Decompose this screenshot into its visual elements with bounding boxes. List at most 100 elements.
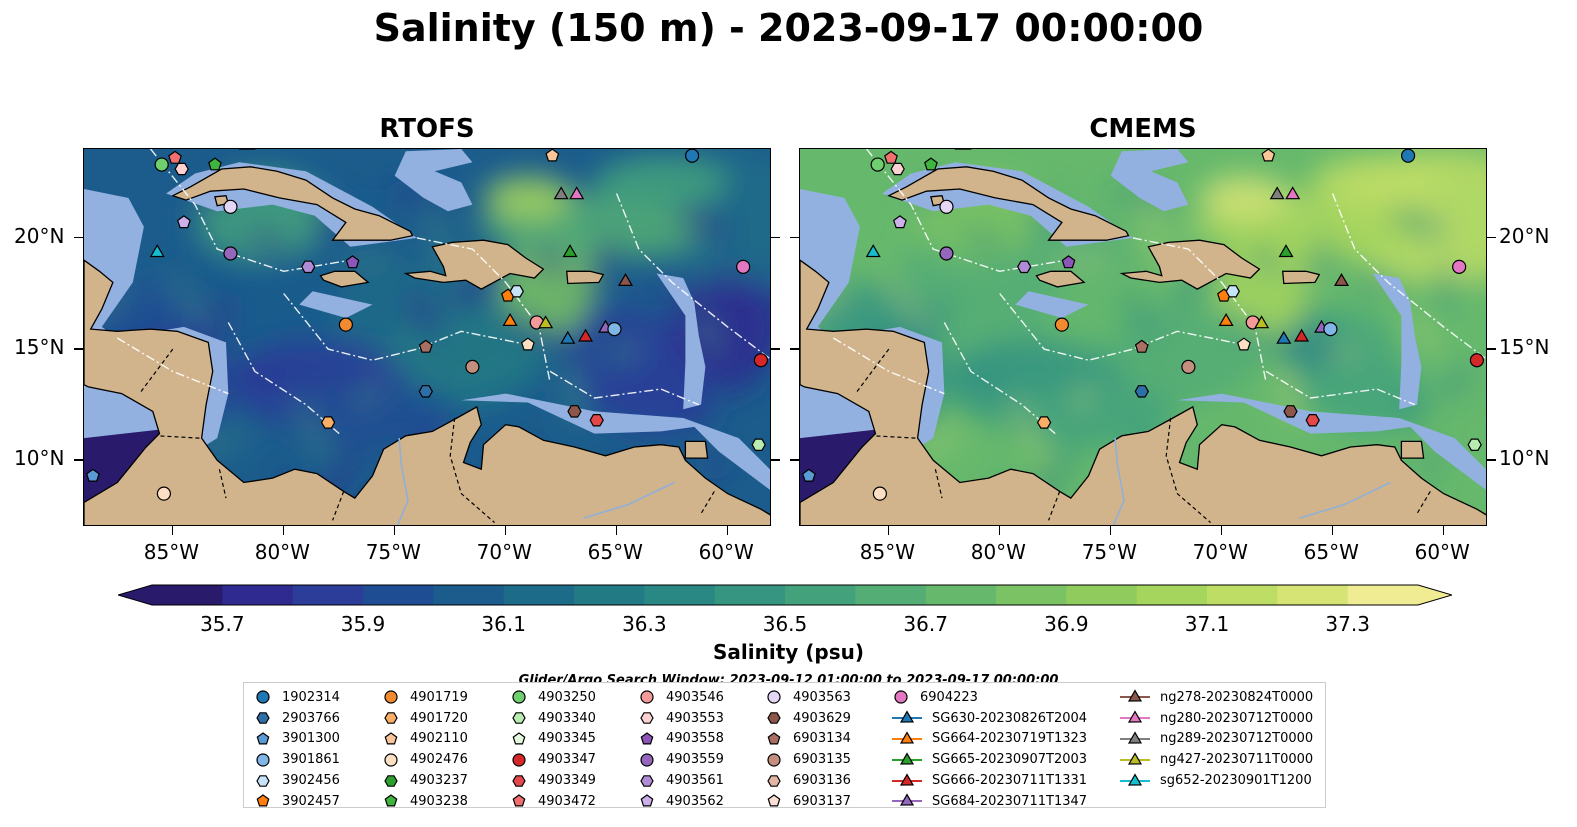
platform-marker	[685, 149, 700, 163]
legend-label: 6903136	[793, 773, 851, 789]
lon-tick	[615, 526, 618, 535]
platform-marker	[208, 157, 222, 171]
figure-title: Salinity (150 m) - 2023-09-17 00:00:00	[373, 6, 1204, 50]
legend-entry: 4903563	[765, 687, 851, 708]
colorbar-tick-label: 36.1	[481, 612, 526, 636]
pentagon-marker-icon	[256, 794, 270, 807]
platform-marker	[223, 246, 238, 261]
platform-marker	[502, 313, 518, 326]
platform-marker	[865, 244, 881, 258]
lon-tick	[887, 526, 890, 535]
platform-marker	[156, 486, 171, 501]
colorbar-tick-label: 36.9	[1044, 612, 1089, 636]
platform-marker	[85, 468, 100, 482]
colorbar-segment	[363, 585, 434, 605]
legend-label: 4903347	[538, 752, 596, 768]
lon-tick-label: 60°W	[1414, 540, 1470, 564]
rtofs-salinity-map	[83, 148, 771, 526]
colorbar-segment	[1066, 585, 1138, 605]
platform-marker	[149, 244, 165, 258]
legend-label: 3902456	[282, 773, 340, 789]
lon-tick	[1442, 526, 1445, 535]
lat-tick	[1487, 348, 1496, 350]
legend-label: 4903472	[538, 793, 596, 809]
platform-marker	[607, 322, 622, 337]
platform-marker	[924, 157, 938, 171]
circle-marker-icon	[767, 690, 781, 704]
legend-column: 6904223 SG630-20230826T2004 SG664-20230719…	[892, 687, 1087, 812]
triangle-marker-icon	[1120, 772, 1150, 786]
hexagon-marker-icon	[256, 774, 270, 787]
triangle-marker-icon	[892, 793, 922, 806]
legend-label: ng278-20230824T0000	[1160, 689, 1314, 705]
legend-entry: ng289-20230712T0000	[1120, 729, 1313, 750]
legend-label: SG664-20230719T1323	[932, 731, 1088, 747]
search-window-note: Glider/Argo Search Window: 2023-09-12 01…	[518, 673, 1059, 682]
lat-tick	[74, 459, 83, 461]
platform-marker	[1469, 353, 1485, 368]
legend-entry: 4903561	[638, 770, 724, 791]
platform-marker	[578, 328, 594, 342]
legend-entry: ng278-20230824T0000	[1120, 687, 1313, 708]
platform-marker	[1294, 328, 1310, 342]
lon-tick-label: 80°W	[254, 540, 310, 564]
circle-marker-icon	[894, 690, 908, 704]
hexagon-marker-icon	[512, 774, 526, 787]
circle-marker-icon	[512, 753, 526, 767]
legend-label: 4902476	[410, 752, 468, 768]
colorbar-segment	[1136, 585, 1208, 605]
legend-entry: 3902456	[254, 770, 340, 791]
colorbar-segment	[152, 585, 223, 605]
legend-entry: SG666-20230711T1331	[892, 770, 1087, 791]
pentagon-marker-icon	[640, 732, 654, 745]
platform-marker	[567, 405, 582, 418]
legend-label: ng280-20230712T0000	[1160, 710, 1314, 726]
legend-label: 4903349	[538, 773, 596, 789]
triangle-marker-icon	[1120, 752, 1150, 765]
legend-label: 4903629	[793, 710, 851, 726]
platform-marker	[1054, 317, 1069, 332]
pentagon-marker-icon	[767, 794, 781, 807]
platform-marker	[301, 260, 316, 274]
circle-marker-icon	[256, 690, 270, 704]
platform-marker	[545, 149, 560, 162]
legend-entry: sg652-20230901T1200	[1120, 770, 1313, 791]
lon-tick-label: 65°W	[587, 540, 643, 564]
circle-marker-icon	[767, 753, 781, 767]
legend-label: 4902110	[410, 731, 468, 747]
platform-marker	[1134, 385, 1149, 398]
lon-tick-label: 75°W	[365, 540, 421, 564]
legend-entry: 3902457	[254, 791, 340, 812]
colorbar-extend-min	[118, 585, 152, 605]
hexagon-marker-icon	[640, 712, 654, 724]
legend-label: 3901300	[282, 731, 340, 747]
legend-entry: 4903546	[638, 687, 724, 708]
legend-label: SG630-20230826T2004	[932, 710, 1088, 726]
legend-label: SG666-20230711T1331	[932, 773, 1088, 789]
circle-marker-icon	[640, 690, 654, 704]
legend-entry: 4901720	[382, 708, 468, 729]
platform-marker	[1036, 416, 1052, 429]
platform-marker	[751, 438, 766, 451]
triangle-marker-icon	[892, 752, 922, 765]
lon-tick	[726, 526, 729, 535]
lat-tick	[74, 348, 83, 350]
legend-label: 3901861	[282, 752, 340, 768]
platform-marker	[939, 199, 954, 214]
legend-entry: SG684-20230711T1347	[892, 791, 1087, 812]
platform-marker	[174, 162, 189, 176]
lat-tick	[771, 236, 780, 239]
platform-marker	[617, 273, 634, 286]
legend-label: 4903553	[666, 710, 724, 726]
platform-marker	[1181, 359, 1196, 375]
triangle-marker-icon	[892, 710, 922, 723]
platform-marker	[1401, 149, 1416, 163]
legend-entry: SG665-20230907T2003	[892, 749, 1087, 770]
legend-label: 4903250	[538, 689, 596, 705]
platform-marker	[1269, 186, 1285, 200]
platform-marker	[1134, 339, 1149, 353]
pentagon-marker-icon	[384, 732, 398, 745]
legend-entry: 4903559	[638, 749, 724, 770]
lat-tick-label-right: 20°N	[1499, 223, 1550, 248]
platform-marker	[1261, 149, 1276, 162]
